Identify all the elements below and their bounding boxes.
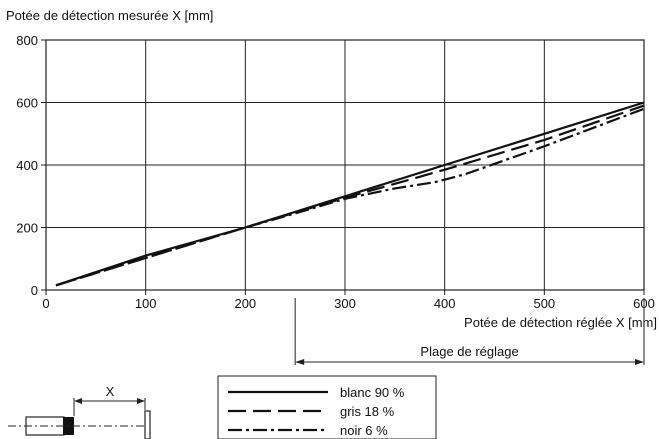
- series-line-1: [55, 104, 645, 287]
- x-tick-label-0: 0: [42, 296, 49, 311]
- y-tick-label-400: 400: [16, 158, 38, 173]
- range-label: Plage de réglage: [420, 344, 518, 359]
- range-arrowhead-left: [295, 359, 305, 365]
- series-lines: [55, 101, 645, 287]
- legend: blanc 90 % gris 18 % noir 6 %: [217, 375, 437, 439]
- y-tick-label-600: 600: [16, 96, 38, 111]
- y-axis-title: Potée de détection mesurée X [mm]: [6, 8, 213, 23]
- range-annotation: Plage de réglage: [294, 298, 645, 365]
- x-axis-title: Potée de détection réglée X [mm]: [464, 315, 657, 330]
- distance-label: X: [106, 384, 115, 399]
- distance-arrowhead-right: [137, 398, 145, 404]
- x-tick-label-400: 400: [434, 296, 456, 311]
- y-tick-label-0: 0: [31, 283, 38, 298]
- y-tick-label-800: 800: [16, 33, 38, 48]
- distance-arrowhead-left: [74, 398, 82, 404]
- grid: [45, 39, 645, 291]
- x-tick-label-500: 500: [533, 296, 555, 311]
- series-line-2: [55, 107, 645, 287]
- plot-frame: [45, 39, 645, 291]
- legend-label-blanc: blanc 90 %: [340, 385, 405, 400]
- target-plate: [144, 410, 151, 439]
- range-arrowhead-right: [635, 359, 644, 365]
- x-tick-label-200: 200: [234, 296, 256, 311]
- x-tick-label-100: 100: [135, 296, 157, 311]
- series-line-0: [55, 101, 645, 287]
- legend-label-noir: noir 6 %: [340, 423, 388, 438]
- x-tick-label-300: 300: [334, 296, 356, 311]
- legend-box: [217, 375, 437, 439]
- sensor-diagram: X: [8, 384, 151, 439]
- y-tick-label-200: 200: [16, 221, 38, 236]
- legend-label-gris: gris 18 %: [340, 404, 395, 419]
